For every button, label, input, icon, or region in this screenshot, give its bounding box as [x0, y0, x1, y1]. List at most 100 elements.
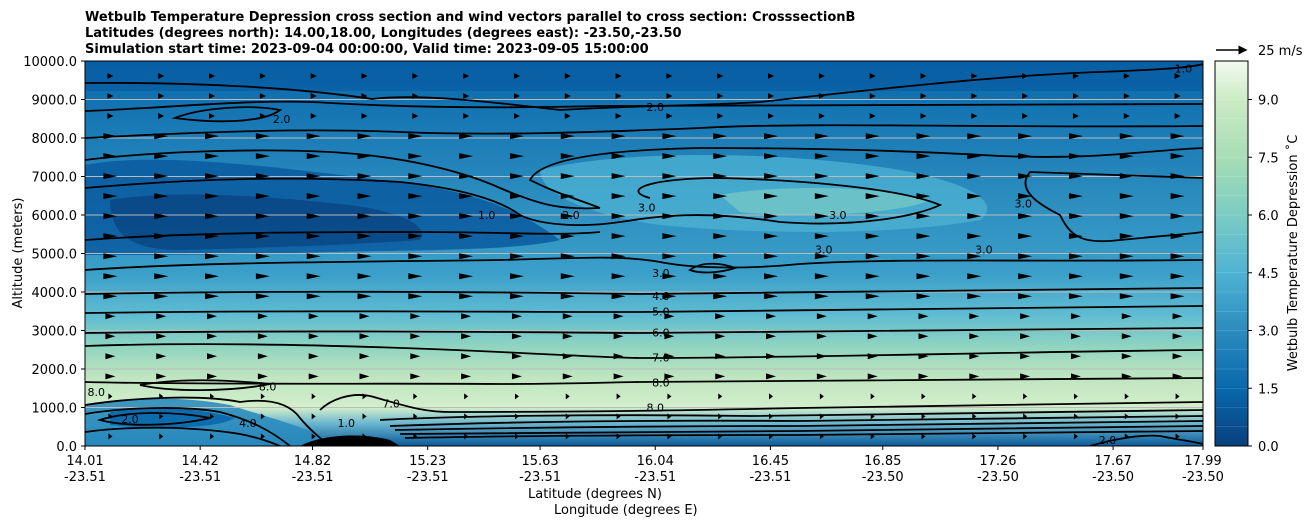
y-tick-label: 4000.0	[32, 286, 78, 301]
wind-arrow	[1119, 253, 1134, 260]
wind-arrow	[814, 273, 829, 280]
contour-label: 1.0	[478, 209, 496, 222]
wind-arrow	[257, 373, 268, 380]
wind-arrow	[715, 353, 726, 360]
title-line-1: Wetbulb Temperature Depression cross sec…	[85, 10, 855, 25]
wind-arrow	[662, 213, 677, 220]
wind-arrow	[260, 393, 265, 400]
wind-arrow	[667, 433, 672, 440]
contour-label: 3.0	[975, 244, 993, 257]
wind-arrow	[259, 113, 266, 120]
wind-arrow	[971, 73, 978, 80]
wind-arrow	[459, 133, 474, 140]
wind-arrow	[565, 433, 570, 440]
wind-arrow	[1072, 73, 1079, 80]
colorbar-tick-label: 3.0	[1258, 325, 1279, 340]
wind-arrow	[967, 273, 982, 280]
contour-label: 7.0	[382, 398, 400, 411]
wind-arrow	[814, 213, 829, 220]
wind-arrow	[662, 193, 677, 200]
contour-line	[394, 420, 1203, 431]
wind-arrow	[967, 133, 982, 140]
wind-arrow	[103, 273, 118, 280]
wind-arrow	[103, 253, 118, 260]
wind-arrow	[1018, 233, 1033, 240]
wind-arrow	[819, 393, 824, 400]
wind-arrow	[865, 153, 880, 160]
wind-arrow	[766, 333, 777, 340]
wind-arrow	[560, 173, 575, 180]
wind-arrow	[255, 293, 270, 300]
wind-arrow	[514, 393, 519, 400]
wind-arrow	[564, 93, 571, 100]
wind-arrow	[459, 173, 474, 180]
wind-arrow	[916, 173, 931, 180]
wind-arrow	[1073, 413, 1078, 420]
wind-arrow	[1018, 213, 1033, 220]
wind-arrow	[918, 353, 929, 360]
wind-arrow	[1170, 193, 1185, 200]
wind-arrow	[870, 393, 875, 400]
x-axis-label-lon: Longitude (degrees E)	[554, 503, 698, 518]
wind-arrow	[207, 313, 218, 320]
wind-arrow	[717, 93, 724, 100]
wind-arrow	[713, 293, 728, 300]
wind-arrow	[359, 353, 370, 360]
contour-line	[85, 407, 291, 446]
wind-arrow	[105, 333, 116, 340]
wind-arrow	[362, 413, 367, 420]
wind-arrow	[459, 193, 474, 200]
x-tick-label-lat: 17.99	[1184, 454, 1221, 469]
wind-arrow	[1070, 333, 1081, 340]
wind-arrow	[107, 113, 114, 120]
wind-arrow	[662, 293, 677, 300]
wind-arrow	[509, 273, 524, 280]
wind-arrow	[509, 173, 524, 180]
wind-arrow	[1073, 433, 1078, 440]
contour-line	[528, 147, 1203, 209]
wind-arrow	[816, 313, 827, 320]
wind-arrow	[867, 353, 878, 360]
wind-arrow	[667, 393, 672, 400]
wind-arrow	[717, 73, 724, 80]
wind-arrow	[1170, 233, 1185, 240]
wind-arrow	[1072, 93, 1079, 100]
wind-arrow	[357, 133, 372, 140]
y-axis-label: Altitude (meters)	[11, 198, 26, 309]
wind-arrow	[306, 213, 321, 220]
contour-label: 2.0	[1099, 434, 1117, 447]
contour-line	[85, 305, 1203, 314]
wind-arrow	[916, 273, 931, 280]
quiver-key-label: 25 m/s	[1258, 44, 1303, 59]
wind-arrow	[764, 153, 779, 160]
wind-arrow	[865, 273, 880, 280]
contour-label: 4.0	[652, 290, 670, 303]
contour-label: 2.0	[273, 113, 291, 126]
wind-arrow	[154, 253, 169, 260]
wind-arrow	[103, 213, 118, 220]
wind-arrow	[1018, 193, 1033, 200]
x-tick-label-lat: 14.01	[66, 454, 103, 469]
wind-arrow	[865, 213, 880, 220]
wind-arrow	[459, 213, 474, 220]
wind-arrow	[357, 193, 372, 200]
x-tick-label-lat: 15.23	[409, 454, 446, 469]
wind-arrow	[108, 433, 113, 440]
wind-arrow	[108, 413, 113, 420]
wind-arrow	[972, 413, 977, 420]
wind-arrow	[766, 353, 777, 360]
wind-arrow	[1018, 133, 1033, 140]
wind-arrow	[259, 73, 266, 80]
wind-arrow	[921, 433, 926, 440]
contour-line	[85, 343, 1203, 359]
wind-arrow	[611, 253, 626, 260]
wind-arrow	[410, 333, 421, 340]
wind-arrow	[359, 333, 370, 340]
wind-arrow	[308, 353, 319, 360]
wind-arrow	[103, 293, 118, 300]
wind-arrow	[410, 313, 421, 320]
wind-arrow	[156, 353, 167, 360]
wind-arrow	[768, 73, 775, 80]
wind-arrow	[156, 313, 167, 320]
wind-arrow	[611, 193, 626, 200]
